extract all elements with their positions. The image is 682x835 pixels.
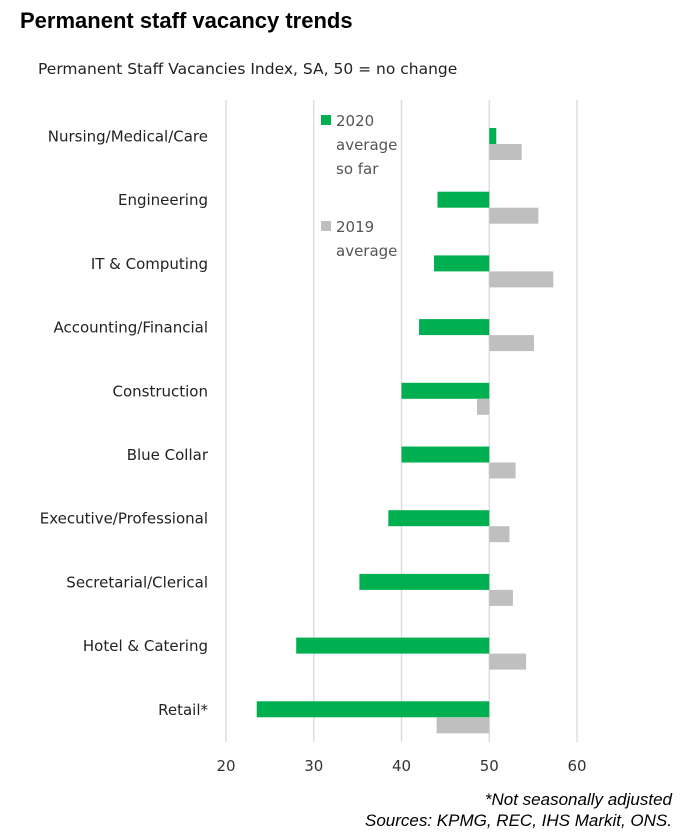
footnote-sources: Sources: KPMG, REC, IHS Markit, ONS.: [364, 811, 672, 830]
legend-label: average: [336, 242, 397, 260]
legend-swatch: [321, 221, 331, 231]
x-tick-label: 30: [304, 757, 323, 775]
bar-2019: [476, 398, 490, 415]
legend-label: 2020: [336, 112, 374, 130]
bar-2019: [436, 717, 490, 734]
bar-2019: [489, 271, 554, 288]
bar-2020: [401, 446, 490, 463]
bar-2020: [419, 319, 490, 336]
bar-2020: [359, 573, 490, 590]
category-label: Engineering: [118, 191, 208, 209]
x-tick-labels: 20 30 40 50 60: [216, 757, 586, 775]
bar-2020: [401, 382, 490, 399]
category-label: Retail*: [158, 701, 208, 719]
bar-2019: [489, 207, 539, 224]
category-label: Nursing/Medical/Care: [48, 128, 208, 146]
x-tick-label: 50: [480, 757, 499, 775]
bar-2019: [489, 526, 510, 543]
chart-title: Permanent staff vacancy trends: [20, 8, 353, 33]
bar-2020: [256, 701, 490, 718]
bar-2020: [433, 255, 490, 272]
legend-label: so far: [336, 160, 379, 178]
x-tick-label: 20: [216, 757, 235, 775]
legend-swatch: [321, 115, 331, 125]
category-label: IT & Computing: [91, 255, 208, 273]
category-label: Blue Collar: [127, 446, 209, 464]
category-label: Hotel & Catering: [83, 637, 208, 655]
bar-2019: [489, 462, 516, 479]
bar-2019: [489, 144, 522, 160]
bar-2020: [296, 637, 490, 654]
bar-2020: [437, 191, 490, 208]
bar-2019: [489, 653, 527, 670]
category-labels: Nursing/Medical/Care Engineering IT & Comp…: [40, 128, 209, 719]
legend-label: 2019: [336, 218, 374, 236]
legend-label: average: [336, 136, 397, 154]
x-tick-label: 60: [567, 757, 586, 775]
x-tick-label: 40: [392, 757, 411, 775]
category-label: Accounting/Financial: [54, 319, 209, 337]
footnote-seasonal: *Not seasonally adjusted: [484, 790, 672, 809]
legend: 2020 average so far 2019 average: [321, 112, 397, 260]
category-label: Construction: [112, 382, 208, 400]
bar-2019: [489, 589, 513, 606]
chart-subtitle: Permanent Staff Vacancies Index, SA, 50 …: [38, 60, 458, 78]
bar-2020: [489, 128, 497, 144]
category-label: Secretarial/Clerical: [66, 573, 208, 591]
bar-2019: [489, 335, 535, 352]
bar-2020: [388, 510, 490, 527]
category-label: Executive/Professional: [40, 510, 208, 528]
bars: [256, 128, 554, 734]
